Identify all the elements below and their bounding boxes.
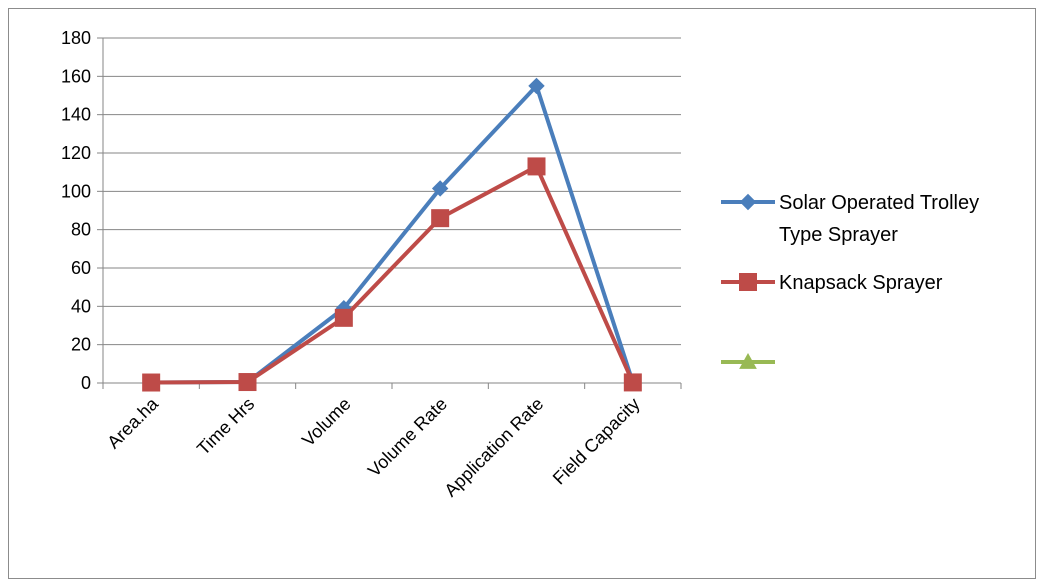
series-2-marker <box>431 209 450 228</box>
series-2-marker <box>623 373 642 392</box>
series-2-marker <box>238 373 257 392</box>
y-tick-label: 80 <box>71 220 91 240</box>
series-2-marker <box>527 157 546 176</box>
legend-label-2: Knapsack Sprayer <box>779 272 943 294</box>
series-line-1 <box>151 83 635 385</box>
legend-label-1: Solar Operated Trolley <box>779 192 979 214</box>
x-tick-label: Volume Rate <box>364 394 451 481</box>
series-2-marker <box>142 373 161 392</box>
series-2-marker <box>334 308 353 327</box>
y-tick-label: 20 <box>71 335 91 355</box>
y-tick-label: 160 <box>61 66 91 86</box>
legend-marker-3 <box>739 352 757 369</box>
y-tick-label: 180 <box>61 28 91 48</box>
x-tick-label: Application Rate <box>440 394 547 501</box>
x-tick-label: Time Hrs <box>193 394 258 459</box>
y-tick-label: 120 <box>61 143 91 163</box>
y-tick-label: 100 <box>61 181 91 201</box>
x-tick-label: Field Capacity <box>549 394 644 489</box>
y-tick-label: 40 <box>71 296 91 316</box>
legend-marker-2 <box>739 273 757 291</box>
x-tick-label: Area.ha <box>103 393 162 452</box>
y-tick-label: 60 <box>71 258 91 278</box>
legend-marker-1 <box>739 193 757 211</box>
y-tick-label: 0 <box>81 373 91 393</box>
series-1-marker <box>431 180 449 197</box>
y-tick-label: 140 <box>61 105 91 125</box>
series-1-marker <box>528 77 545 95</box>
legend-label-1: Type Sprayer <box>779 224 898 246</box>
series-line-2 <box>151 164 635 385</box>
x-tick-label: Volume <box>298 394 355 451</box>
